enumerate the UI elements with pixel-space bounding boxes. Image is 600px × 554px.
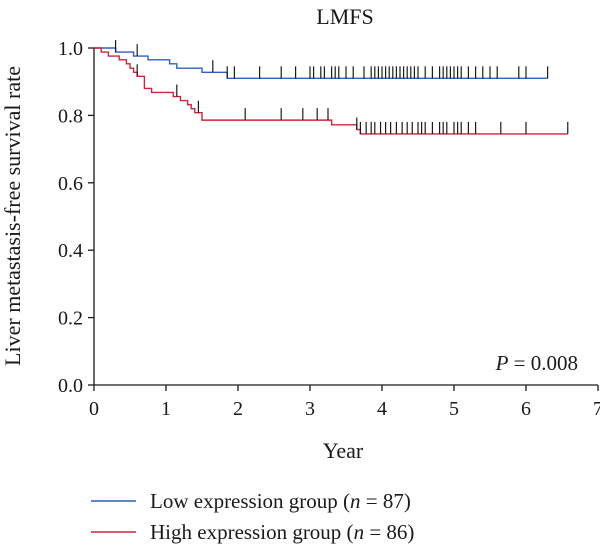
x-tick-label: 6 (521, 398, 531, 420)
legend-label: High expression group (n = 86) (150, 520, 414, 544)
y-tick-label: 0.2 (58, 308, 83, 330)
p-value-annotation: P = 0.008 (495, 351, 578, 375)
legend-label-prefix: High expression group ( (150, 520, 354, 544)
series-low-expression (94, 40, 549, 80)
x-ticks: 0 1 2 3 4 5 6 7 (89, 385, 600, 420)
y-tick-label: 1.0 (58, 38, 83, 60)
survival-curve (94, 47, 568, 135)
y-tick-label: 0.6 (58, 173, 83, 195)
legend-label-n: n (350, 489, 361, 513)
p-value-text: = 0.008 (508, 351, 578, 375)
legend-label: Low expression group (n = 87) (150, 489, 411, 513)
y-tick-label: 0.8 (58, 105, 83, 127)
x-tick-label: 7 (593, 398, 600, 420)
x-axis-label: Year (323, 438, 364, 463)
survival-curves (94, 40, 569, 135)
axes (93, 48, 598, 386)
x-tick-label: 0 (89, 398, 99, 420)
y-tick-label: 0.4 (58, 240, 83, 262)
legend-label-suffix: = 86) (364, 520, 414, 544)
x-tick-label: 4 (377, 398, 387, 420)
legend-label-prefix: Low expression group ( (150, 489, 350, 513)
survival-curve (94, 47, 548, 80)
x-tick-label: 2 (233, 398, 243, 420)
y-tick-label: 0.0 (58, 375, 83, 397)
chart-title: LMFS (316, 4, 373, 29)
series-high-expression (94, 47, 569, 135)
legend-label-n: n (354, 520, 365, 544)
x-tick-label: 5 (449, 398, 459, 420)
legend-label-suffix: = 87) (361, 489, 411, 513)
legend: Low expression group (n = 87) High expres… (91, 489, 414, 544)
y-ticks: 0.0 0.2 0.4 0.6 0.8 1.0 (58, 38, 94, 397)
x-tick-label: 1 (161, 398, 171, 420)
y-axis-label: Liver metastasis-free survival rate (0, 66, 25, 366)
p-value-symbol: P (495, 351, 509, 375)
x-tick-label: 3 (305, 398, 315, 420)
